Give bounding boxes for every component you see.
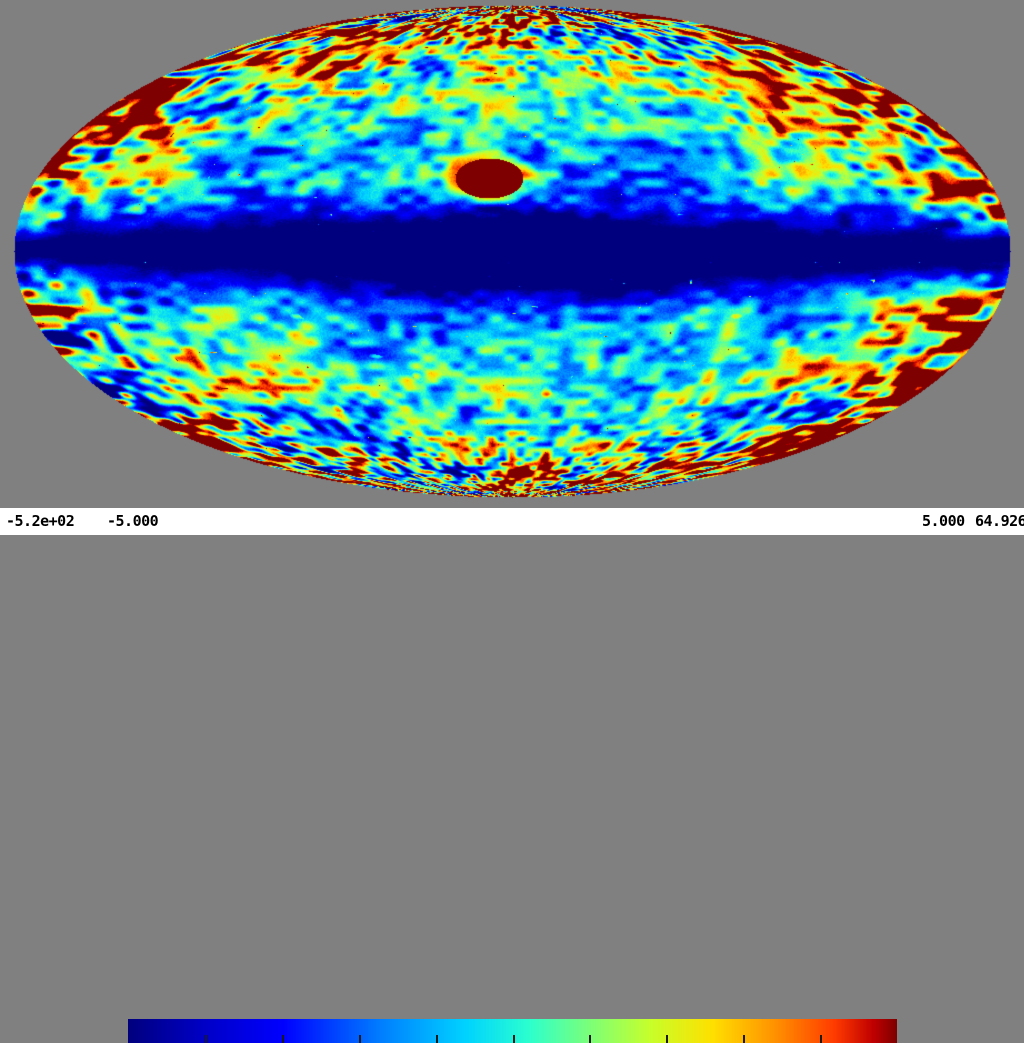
colorbar-scale-max-label: 5.000 (922, 512, 965, 530)
colorbar-panel: -5.2e+02 -5.000 5.000 64.926 (0, 508, 1024, 1043)
colorbar-scale-min-label: -5.000 (107, 512, 159, 530)
colorbar-data-min-label: -5.2e+02 (6, 512, 75, 530)
sky-map-area (0, 0, 1024, 508)
colorbar-ticks (128, 1035, 897, 1043)
mollweide-sky-map (0, 0, 1024, 508)
colorbar[interactable] (128, 1019, 897, 1043)
colorbar-data-max-label: 64.926 (975, 512, 1024, 530)
